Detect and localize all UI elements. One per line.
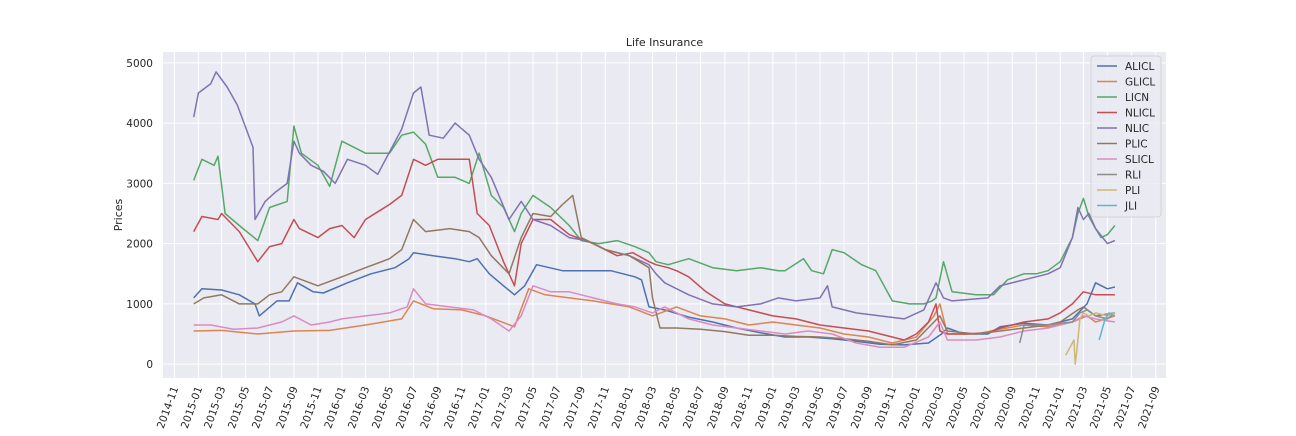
- x-tick-label: 2018-11: [729, 385, 755, 430]
- x-tick-label: 2019-07: [825, 385, 851, 430]
- x-tick-label: 2019-01: [753, 385, 779, 430]
- legend-label: SLICL: [1125, 154, 1154, 166]
- x-tick-label: 2019-09: [849, 385, 875, 430]
- x-tick-label: 2017-05: [514, 385, 540, 430]
- y-tick-label: 1000: [126, 299, 153, 311]
- x-tick-label: 2021-09: [1136, 385, 1162, 430]
- series-line-licn: [193, 125, 1116, 305]
- x-tick-label: 2018-03: [633, 385, 659, 430]
- series-line-rli: [1018, 309, 1116, 344]
- y-tick-label: 4000: [126, 118, 153, 130]
- series-line-slicl: [193, 285, 1116, 349]
- x-tick-label: 2017-03: [490, 385, 516, 430]
- legend-label: ALICL: [1125, 61, 1154, 73]
- x-tick-label: 2015-01: [179, 385, 205, 430]
- x-tick-label: 2015-05: [226, 385, 252, 430]
- legend: ALICL GLICL LICN NLICL NLIC PLIC SLICL RLI PLI JL…: [1090, 55, 1162, 218]
- legend-label: NLIC: [1125, 123, 1149, 135]
- series-line-glicl: [193, 288, 1116, 344]
- x-tick-label: 2020-07: [968, 385, 994, 430]
- x-tick-label: 2016-09: [418, 385, 444, 430]
- grid: [163, 52, 1166, 378]
- x-tick-label: 2021-01: [1041, 385, 1067, 430]
- x-tick-label: 2017-11: [586, 385, 612, 430]
- x-tick-label: 2020-03: [920, 385, 946, 430]
- x-tick-label: 2017-01: [466, 385, 492, 430]
- x-tick-label: 2019-11: [873, 385, 899, 430]
- x-tick-label: 2016-05: [370, 385, 396, 430]
- legend-label: PLIC: [1125, 139, 1148, 151]
- x-tick-label: 2020-01: [897, 385, 923, 430]
- x-tick-label: 2018-07: [681, 385, 707, 430]
- x-tick-label: 2017-07: [538, 385, 564, 430]
- x-tick-label: 2016-01: [322, 385, 348, 430]
- legend-label: JLI: [1124, 201, 1137, 213]
- y-axis-label: Prices: [112, 198, 125, 231]
- series-line-jli: [1098, 312, 1116, 341]
- y-tick-label: 2000: [126, 239, 153, 251]
- x-tick-label: 2021-05: [1088, 385, 1114, 430]
- x-tick-label: 2018-01: [610, 385, 636, 430]
- series-line-pli: [1065, 312, 1116, 365]
- legend-label: LICN: [1125, 92, 1149, 104]
- x-tick-label: 2020-09: [993, 385, 1019, 430]
- legend-label: NLICL: [1125, 108, 1155, 120]
- x-tick-label: 2018-05: [657, 385, 683, 430]
- x-tick-label: 2020-05: [944, 385, 970, 430]
- plot-background: [163, 52, 1166, 378]
- x-tick-label: 2016-03: [346, 385, 372, 430]
- x-tick-label: 2019-05: [801, 385, 827, 430]
- x-tick-label: 2015-07: [250, 385, 276, 430]
- series-lines: [192, 71, 1116, 365]
- x-tick-label: 2015-09: [274, 385, 300, 430]
- y-axis-ticks: 0 1000 2000 3000 4000 5000: [126, 58, 153, 371]
- x-tick-label: 2021-07: [1112, 385, 1138, 430]
- y-tick-label: 5000: [126, 58, 153, 70]
- x-tick-label: 2016-07: [394, 385, 420, 430]
- x-axis-ticks: 2014-112015-012015-032015-052015-072015-…: [155, 385, 1163, 430]
- x-tick-label: 2020-11: [1017, 385, 1043, 430]
- x-tick-label: 2015-03: [202, 385, 228, 430]
- chart-title: Life Insurance: [626, 36, 704, 49]
- x-tick-label: 2016-11: [442, 385, 468, 430]
- x-tick-label: 2017-09: [562, 385, 588, 430]
- legend-label: GLICL: [1125, 77, 1155, 89]
- x-tick-label: 2014-11: [155, 385, 181, 430]
- y-tick-label: 0: [146, 359, 153, 371]
- series-line-plic: [193, 194, 1116, 346]
- y-tick-label: 3000: [126, 178, 153, 190]
- legend-label: PLI: [1125, 185, 1140, 197]
- x-tick-label: 2018-09: [705, 385, 731, 430]
- legend-label: RLI: [1125, 170, 1141, 182]
- x-tick-label: 2015-11: [298, 385, 324, 430]
- x-tick-label: 2021-03: [1064, 385, 1090, 430]
- x-tick-label: 2019-03: [777, 385, 803, 430]
